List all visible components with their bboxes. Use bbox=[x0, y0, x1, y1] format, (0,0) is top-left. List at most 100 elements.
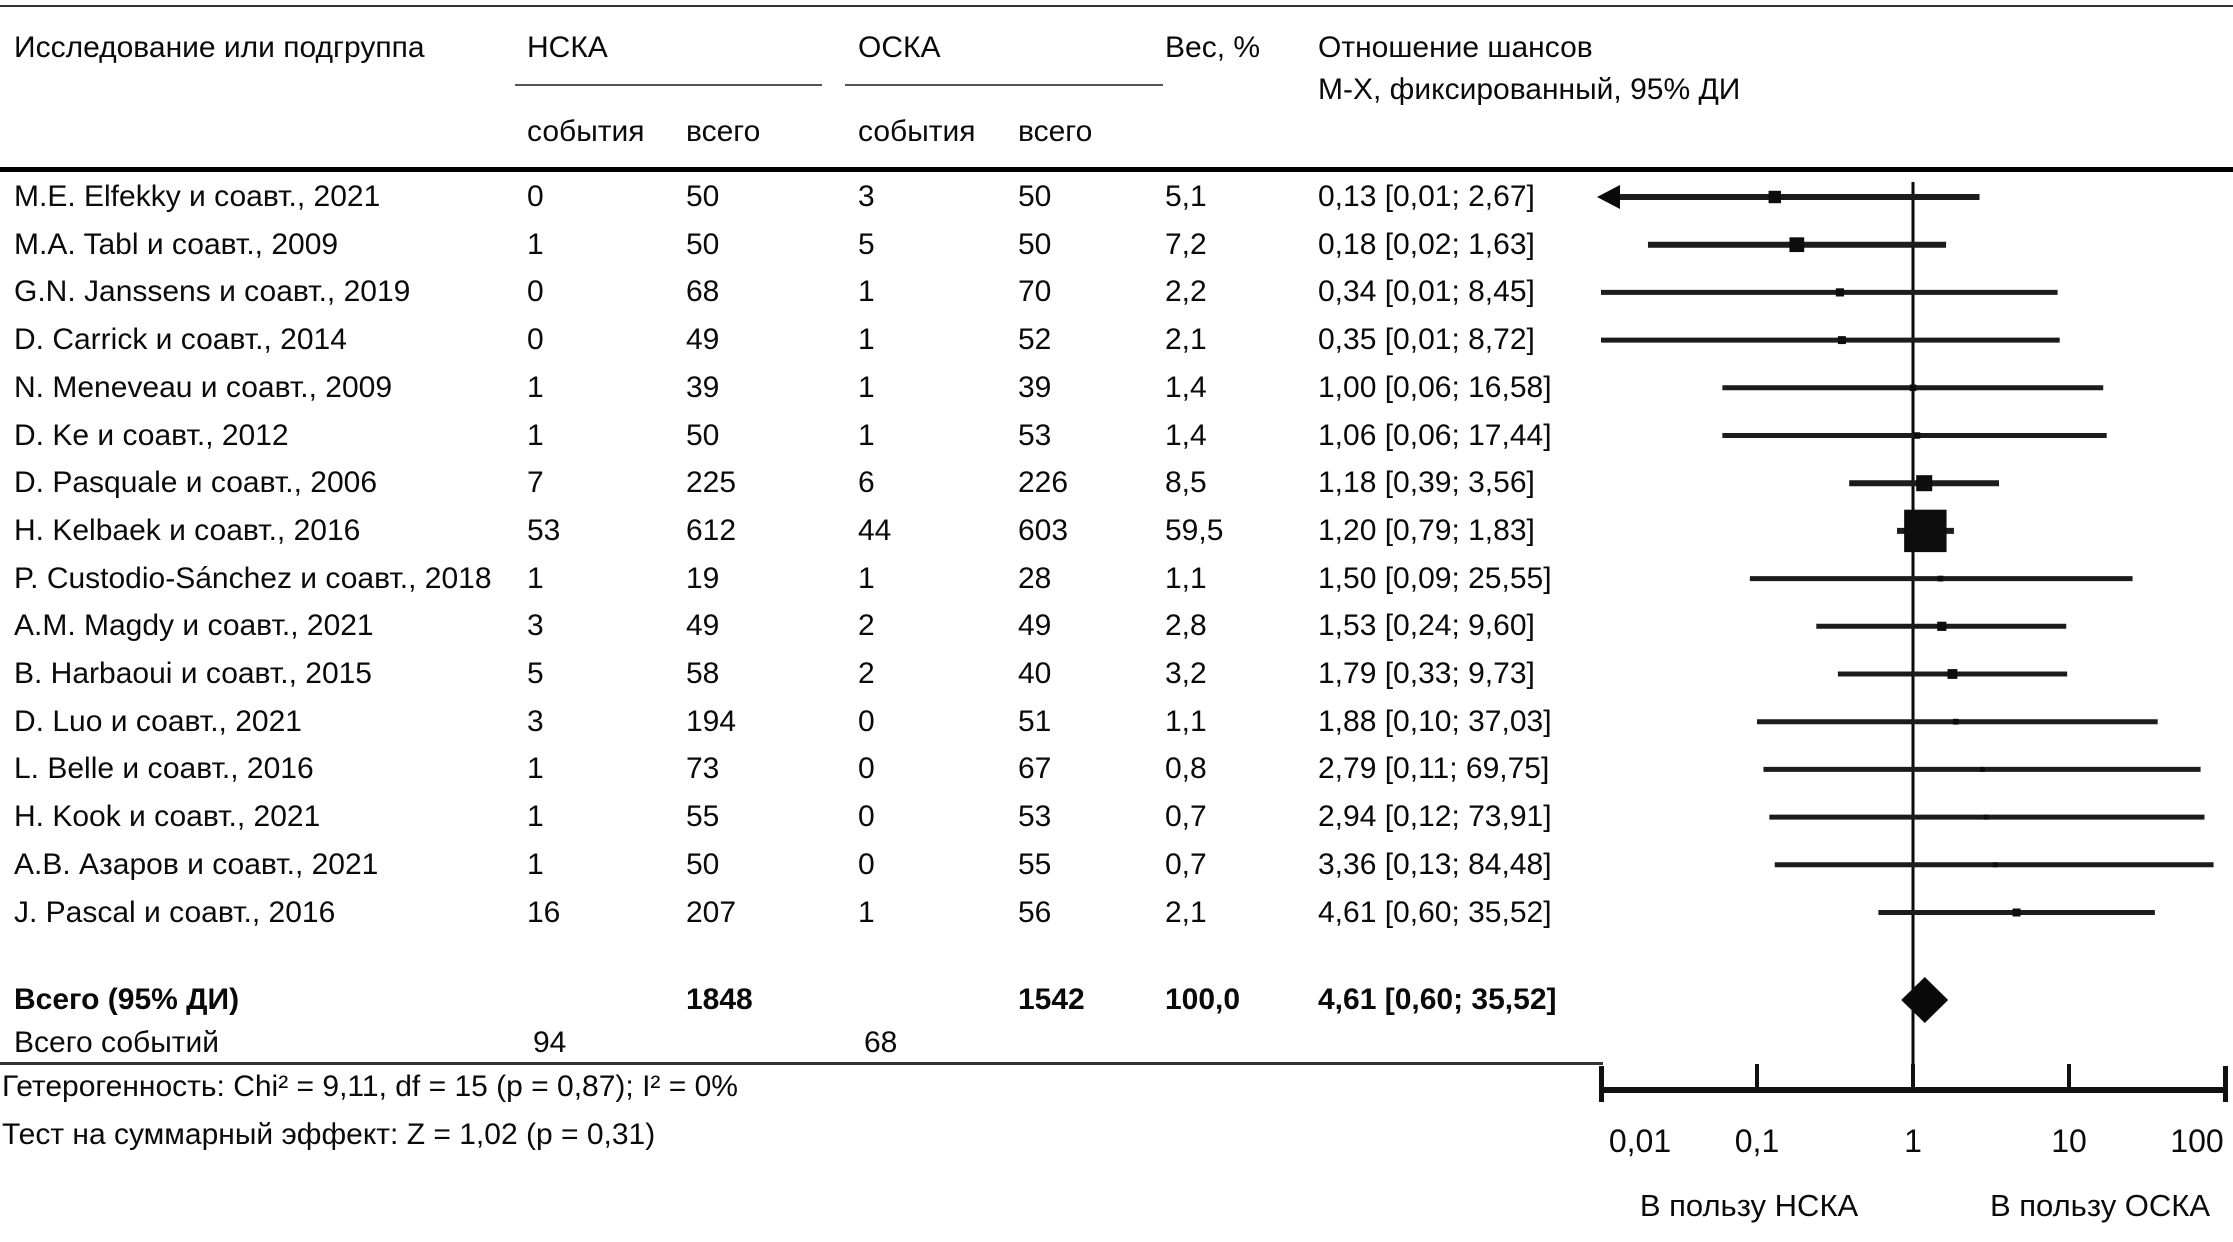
total-nska: 50 bbox=[686, 847, 720, 881]
events-oska: 1 bbox=[858, 323, 875, 357]
events-nska: 3 bbox=[527, 704, 544, 738]
column-header-group1: НСКА bbox=[527, 31, 608, 64]
study-name: N. Meneveau и соавт., 2009 bbox=[14, 370, 393, 404]
weight-value: 0,7 bbox=[1165, 800, 1207, 834]
favours-right-label: В пользу ОСКА bbox=[1990, 1188, 2210, 1223]
axis-tick-label: 10 bbox=[2051, 1123, 2087, 1159]
axis-tick bbox=[2067, 1064, 2071, 1090]
or-ci-text: 0,18 [0,02; 1,63] bbox=[1318, 227, 1535, 261]
total-oska: 51 bbox=[1018, 704, 1052, 738]
or-marker bbox=[1909, 384, 1917, 392]
or-marker bbox=[1937, 575, 1944, 582]
total-oska: 603 bbox=[1018, 513, 1069, 547]
or-marker bbox=[1835, 288, 1844, 297]
total-oska: 53 bbox=[1018, 800, 1052, 834]
events-oska: 2 bbox=[858, 657, 875, 690]
events-oska: 6 bbox=[858, 466, 875, 500]
column-header-effect-line2: М-Х, фиксированный, 95% ДИ bbox=[1318, 73, 1741, 106]
total-nska: 39 bbox=[686, 370, 720, 404]
events-oska: 1 bbox=[858, 561, 875, 595]
axis-tick bbox=[1911, 1064, 1915, 1090]
total-oska: 50 bbox=[1018, 227, 1052, 261]
or-ci-text: 1,88 [0,10; 37,03] bbox=[1318, 704, 1552, 738]
or-ci-text: 1,53 [0,24; 9,60] bbox=[1318, 609, 1535, 643]
or-marker bbox=[1983, 814, 1989, 820]
total-nska: 73 bbox=[686, 752, 720, 786]
axis-tick-label: 1 bbox=[1904, 1123, 1922, 1159]
overall-effect-text: Тест на суммарный эффект: Z = 1,02 (p = … bbox=[2, 1118, 656, 1151]
study-name: L. Belle и соавт., 2016 bbox=[14, 752, 314, 786]
total-oska: 50 bbox=[1018, 180, 1052, 213]
total-oska: 55 bbox=[1018, 847, 1052, 881]
events-nska: 1 bbox=[527, 370, 544, 404]
total-oska: 226 bbox=[1018, 466, 1069, 500]
weight-value: 8,5 bbox=[1165, 466, 1207, 500]
study-name: J. Pascal и соавт., 2016 bbox=[14, 895, 336, 929]
study-name: H. Kook и соавт., 2021 bbox=[14, 800, 321, 834]
events-nska: 53 bbox=[527, 513, 561, 547]
weight-value: 1,4 bbox=[1165, 418, 1207, 452]
axis-tick bbox=[1755, 1064, 1759, 1090]
or-marker bbox=[1768, 190, 1781, 204]
subheader-events-2: события bbox=[858, 115, 976, 148]
total-oska: 53 bbox=[1018, 418, 1052, 452]
top-rule bbox=[0, 5, 2233, 7]
or-ci-text: 0,13 [0,01; 2,67] bbox=[1318, 180, 1535, 213]
axis-tick-label: 100 bbox=[2170, 1123, 2223, 1159]
or-ci-text: 0,35 [0,01; 8,72] bbox=[1318, 323, 1535, 357]
study-name: G.N. Janssens и соавт., 2019 bbox=[14, 275, 411, 309]
weight-value: 2,1 bbox=[1165, 895, 1207, 929]
or-marker bbox=[1980, 766, 1986, 772]
total-nska: 55 bbox=[686, 800, 720, 834]
total-row-n2: 1542 bbox=[1018, 983, 1085, 1016]
favours-left-label: В пользу НСКА bbox=[1640, 1188, 1859, 1223]
subheader-total-1: всего bbox=[686, 115, 761, 148]
events-oska: 5 bbox=[858, 227, 875, 261]
events-oska: 1 bbox=[858, 895, 875, 929]
events-nska: 1 bbox=[527, 800, 544, 834]
or-marker bbox=[1837, 336, 1846, 345]
axis-tick-label: 0,1 bbox=[1735, 1123, 1779, 1159]
axis-tick-label: 0,01 bbox=[1609, 1123, 1671, 1159]
study-name: D. Pasquale и соавт., 2006 bbox=[14, 466, 378, 500]
events-nska: 0 bbox=[527, 323, 544, 357]
column-header-group2: ОСКА bbox=[858, 31, 941, 64]
ci-left-arrow bbox=[1597, 185, 1620, 209]
or-marker bbox=[1937, 621, 1947, 631]
study-name: B. Harbaoui и соавт., 2015 bbox=[14, 657, 372, 690]
study-name: M.E. Elfekky и соавт., 2021 bbox=[14, 180, 381, 213]
total-oska: 49 bbox=[1018, 609, 1052, 643]
study-name: A.M. Magdy и соавт., 2021 bbox=[14, 609, 374, 643]
total-row-weight: 100,0 bbox=[1165, 983, 1241, 1016]
events-oska: 2 bbox=[858, 609, 875, 643]
events-nska: 1 bbox=[527, 227, 544, 261]
total-nska: 49 bbox=[686, 323, 720, 357]
study-name: D. Ke и соавт., 2012 bbox=[14, 418, 289, 452]
or-marker bbox=[1992, 862, 1998, 868]
total-oska: 52 bbox=[1018, 323, 1052, 357]
header-rule bbox=[0, 167, 2233, 172]
weight-value: 1,1 bbox=[1165, 704, 1207, 738]
events-nska: 1 bbox=[527, 752, 544, 786]
group2-underline bbox=[845, 84, 1163, 86]
or-ci-text: 2,94 [0,12; 73,91] bbox=[1318, 800, 1552, 834]
forest-plot-canvas: 0,01 0,1 1 10 100 В пользу НСКА В пользу ОСКА bbox=[1597, 182, 2228, 1223]
study-name: D. Carrick и соавт., 2014 bbox=[14, 323, 347, 357]
weight-value: 0,7 bbox=[1165, 847, 1207, 881]
events-row-n1: 94 bbox=[533, 1026, 567, 1059]
total-nska: 50 bbox=[686, 227, 720, 261]
total-nska: 612 bbox=[686, 513, 737, 547]
or-marker bbox=[1952, 718, 1959, 725]
events-oska: 1 bbox=[858, 370, 875, 404]
column-header-effect-line1: Отношение шансов bbox=[1318, 31, 1593, 64]
weight-value: 1,1 bbox=[1165, 561, 1207, 595]
total-oska: 28 bbox=[1018, 561, 1052, 595]
axis-tick bbox=[1599, 1066, 1604, 1102]
study-name: M.A. Tabl и соавт., 2009 bbox=[14, 227, 339, 261]
total-row-label: Всего (95% ДИ) bbox=[14, 983, 240, 1016]
or-ci-text: 1,06 [0,06; 17,44] bbox=[1318, 418, 1552, 452]
events-nska: 1 bbox=[527, 418, 544, 452]
or-marker bbox=[1904, 509, 1947, 553]
events-row-n2: 68 bbox=[864, 1026, 898, 1059]
